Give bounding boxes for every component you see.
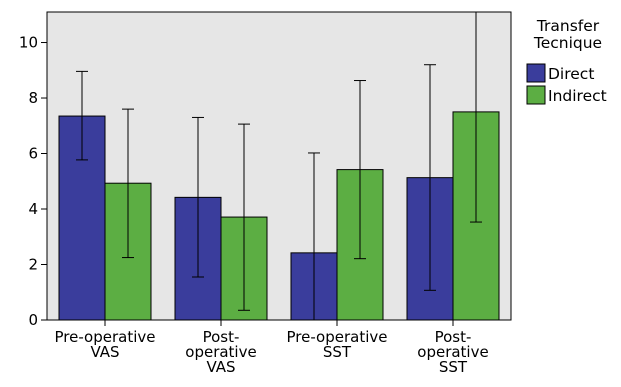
x-category-label: Pre-operative [55,328,156,346]
y-tick-label: 0 [28,311,38,329]
x-category-label: Post- [203,328,240,346]
legend-title: Tecnique [533,34,602,52]
x-category-label: Pre-operative [287,328,388,346]
x-category-label: SST [439,358,468,376]
legend-swatch-direct [526,63,546,83]
x-category-label: operative [185,343,256,361]
x-category-label: SST [323,343,352,361]
y-tick-label: 8 [28,89,38,107]
x-category-label: Post- [435,328,472,346]
x-category-label: VAS [206,358,235,376]
legend-label-indirect: Indirect [548,87,607,105]
y-tick-label: 10 [19,34,38,52]
error-bars-group [76,11,482,320]
y-tick-label: 4 [28,200,38,218]
x-category-label: VAS [90,343,119,361]
y-tick-label: 6 [28,145,38,163]
legend-swatch-indirect [526,85,546,105]
legend-title: Transfer [536,17,600,35]
x-category-label: operative [417,343,488,361]
y-tick-label: 2 [28,256,38,274]
y-axis: 0 2 4 6 8 10 [19,34,47,329]
x-axis: Pre-operativeVASPost-operativeVASPre-ope… [55,320,489,376]
legend-label-direct: Direct [548,65,594,83]
